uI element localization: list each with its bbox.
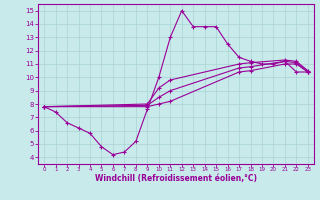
X-axis label: Windchill (Refroidissement éolien,°C): Windchill (Refroidissement éolien,°C): [95, 174, 257, 183]
